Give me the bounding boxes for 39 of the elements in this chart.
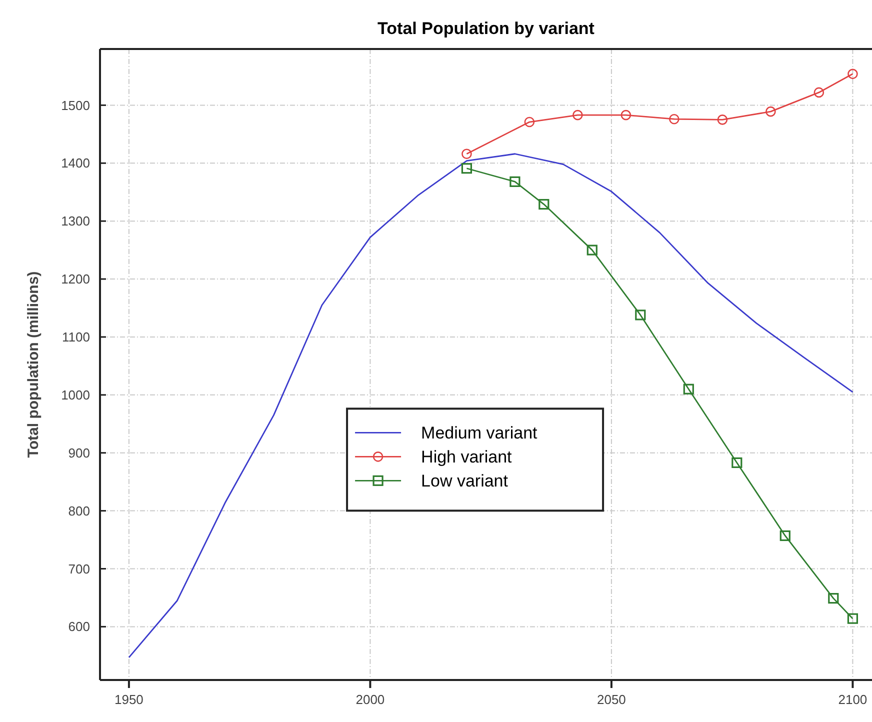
point [635,310,646,320]
point [717,114,728,125]
y-tick-label: 1100 [62,330,90,345]
point [766,106,776,117]
point [620,110,632,120]
legend-label: High variant [421,448,512,467]
y-tick-label: 800 [68,503,90,518]
y-tick-label: 700 [68,561,90,576]
x-tick-label: 2100 [838,692,868,707]
legend-label: Medium variant [421,424,538,443]
point [780,530,790,542]
point [461,163,472,174]
y-tick-label: 600 [68,619,90,634]
point [814,87,824,98]
point [848,68,858,80]
point [847,613,858,624]
x-tick-label: 2000 [356,692,385,707]
y-tick-label: 1300 [61,214,90,229]
legend-label: Low variant [421,472,508,491]
chart-title: Total Population by variant [378,19,595,38]
x-tick-label: 1950 [114,692,144,707]
y-tick-label: 900 [68,445,90,460]
point [586,244,598,256]
point [683,384,694,394]
y-axis-title: Total population (millions) [25,271,42,458]
point [572,110,583,120]
point [828,593,839,604]
line-series [128,153,854,658]
point [510,176,520,187]
point [669,114,680,124]
y-tick-label: 1200 [61,272,90,287]
y-tick-label: 1400 [61,156,90,171]
x-tick-label: 2050 [596,692,626,707]
point [538,198,550,210]
y-tick-label: 1500 [61,98,90,113]
y-tick-label: 1000 [61,387,90,402]
point [524,116,535,128]
point [732,457,742,468]
point [462,148,472,160]
